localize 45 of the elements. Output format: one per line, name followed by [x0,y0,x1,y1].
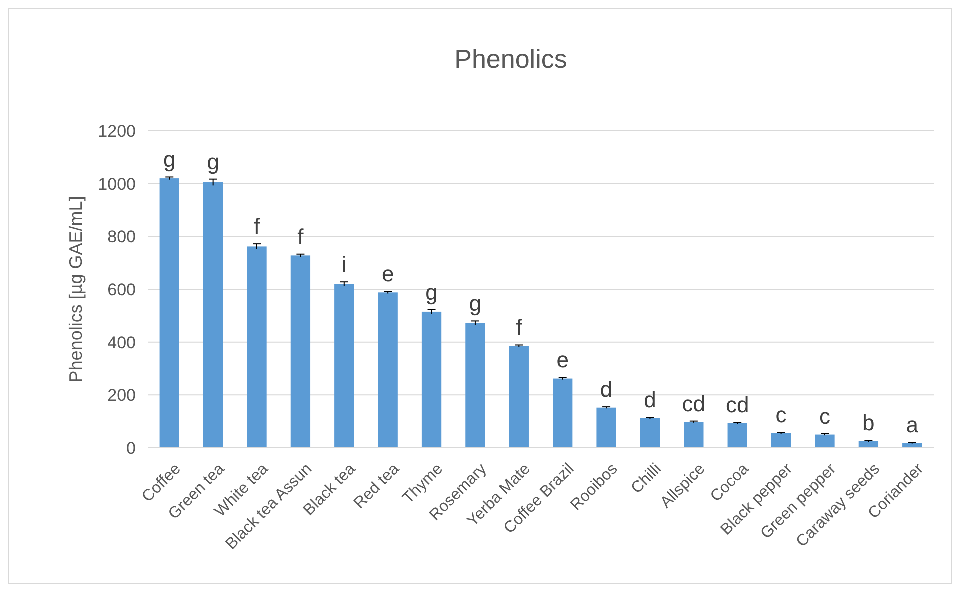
bar [640,418,660,448]
bar [902,443,922,448]
data-label: cd [682,391,706,416]
data-label: g [164,147,176,172]
data-label: cd [726,392,750,418]
y-tick-label: 1000 [98,174,136,194]
data-label: e [556,348,569,373]
data-label: c [819,404,830,429]
data-label: d [600,377,613,402]
data-label: f [516,315,524,340]
data-label: f [298,224,305,250]
bar [422,312,442,448]
y-axis-title: Phenolics [µg GAE/mL] [66,196,86,383]
bar [728,423,748,448]
data-label: e [382,262,394,287]
chart-title: Phenolics [454,44,568,74]
bar [466,323,486,448]
y-tick-label: 0 [126,438,136,458]
bar [553,378,573,448]
data-label: g [426,280,438,305]
y-tick-label: 200 [108,386,136,406]
data-label: d [644,388,656,413]
data-label: b [862,410,875,436]
y-tick-label: 400 [108,333,136,352]
data-label: g [469,291,482,316]
bar [203,182,224,448]
bar [771,433,792,448]
data-label: a [906,412,920,438]
y-tick-label: 1200 [98,122,136,141]
data-label: g [207,149,220,174]
bar [160,178,180,448]
data-label: c [776,402,787,428]
data-label: f [254,214,261,240]
bar [509,346,529,448]
bar [684,422,704,448]
data-label: i [342,252,347,278]
bar [290,256,311,448]
bar [858,441,879,448]
bar [596,408,616,448]
bar [247,246,267,448]
bar [378,292,398,448]
y-tick-label: 800 [108,228,136,247]
bar [334,284,354,448]
bar [815,434,835,448]
y-tick-label: 600 [108,280,136,300]
